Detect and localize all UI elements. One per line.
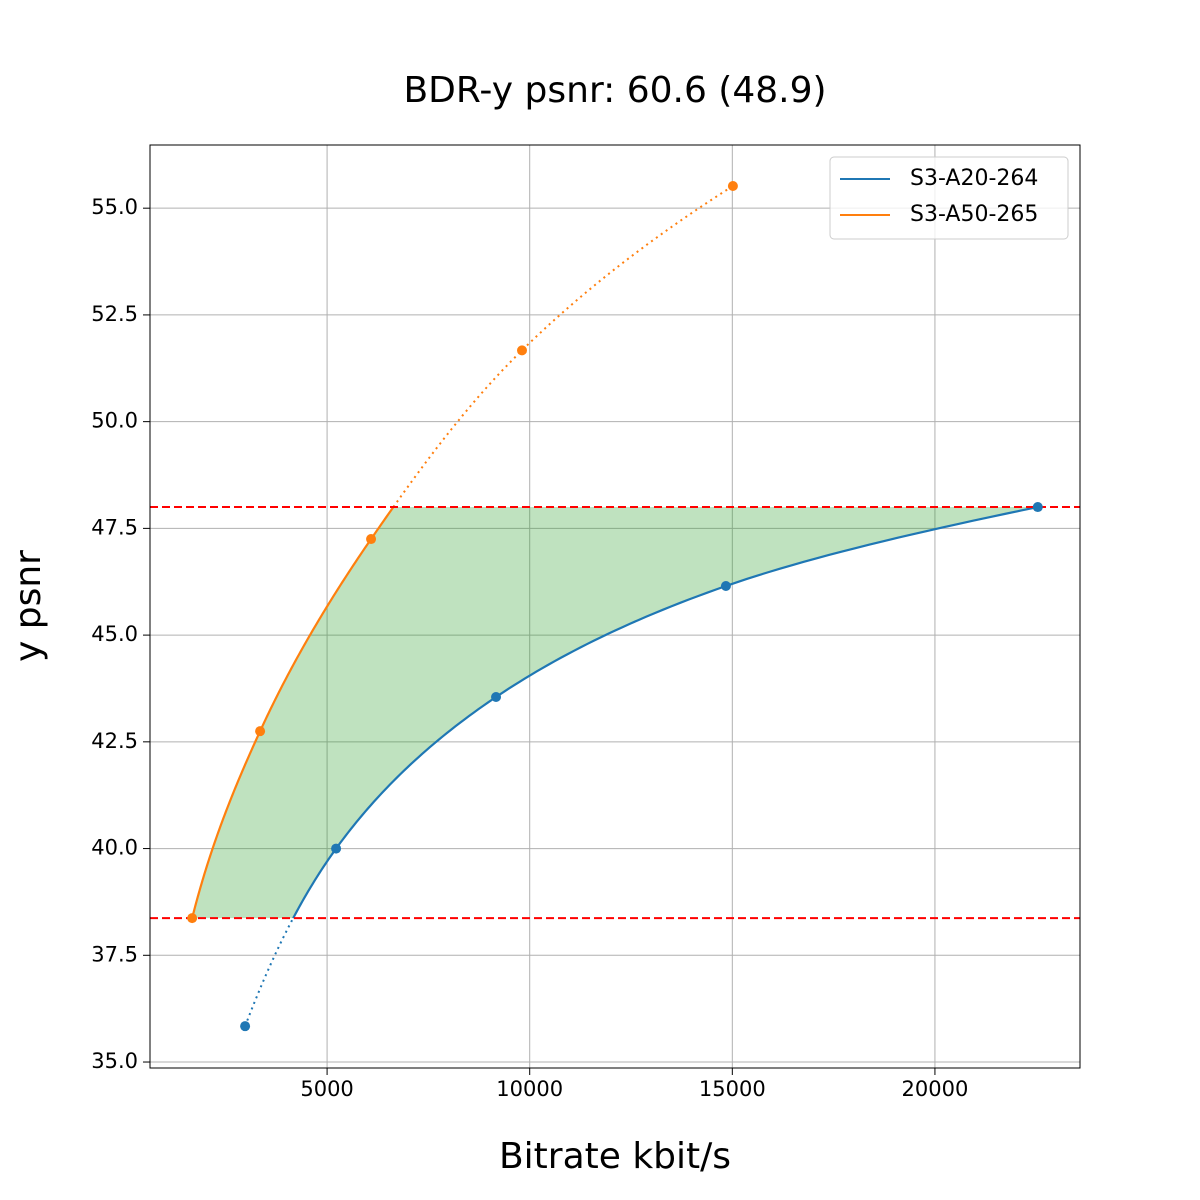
data-point (187, 913, 198, 924)
y-tick-label: 42.5 (91, 729, 138, 753)
y-tick-label: 45.0 (91, 622, 138, 646)
fit-curve (244, 917, 295, 1027)
y-tick-label: 52.5 (91, 302, 138, 326)
x-axis-label: Bitrate kbit/s (499, 1136, 731, 1177)
data-point (517, 345, 527, 356)
data-point (240, 1021, 251, 1032)
data-point (331, 843, 342, 854)
chart-title: BDR-y psnr: 60.6 (48.9) (403, 70, 826, 111)
x-tick-label: 20000 (902, 1077, 969, 1101)
data-point (727, 180, 738, 191)
fit-curve (191, 506, 395, 919)
x-tick-label: 15000 (699, 1077, 766, 1101)
fit-curve (392, 185, 734, 508)
legend-label: S3-A50-265 (910, 202, 1038, 227)
data-point (255, 726, 266, 737)
x-tick-label: 10000 (496, 1077, 563, 1101)
y-tick-label: 37.5 (91, 942, 138, 966)
y-tick-label: 50.0 (91, 409, 138, 433)
fill-area (192, 507, 1038, 919)
y-tick-label: 47.5 (91, 515, 138, 539)
x-tick-label: 5000 (300, 1077, 353, 1101)
legend: S3-A20-264 S3-A50-265 (829, 156, 1069, 240)
y-tick-label: 35.0 (91, 1049, 138, 1073)
data-point (1032, 502, 1043, 513)
y-axis-label: y psnr (8, 550, 49, 662)
data-point (491, 692, 502, 703)
plot-frame (149, 144, 1081, 1069)
y-tick-label: 55.0 (91, 195, 138, 219)
y-tick-label: 40.0 (91, 836, 138, 860)
legend-box (829, 156, 1069, 240)
legend-label: S3-A20-264 (910, 166, 1038, 191)
data-point (720, 581, 731, 592)
data-point (366, 534, 377, 545)
